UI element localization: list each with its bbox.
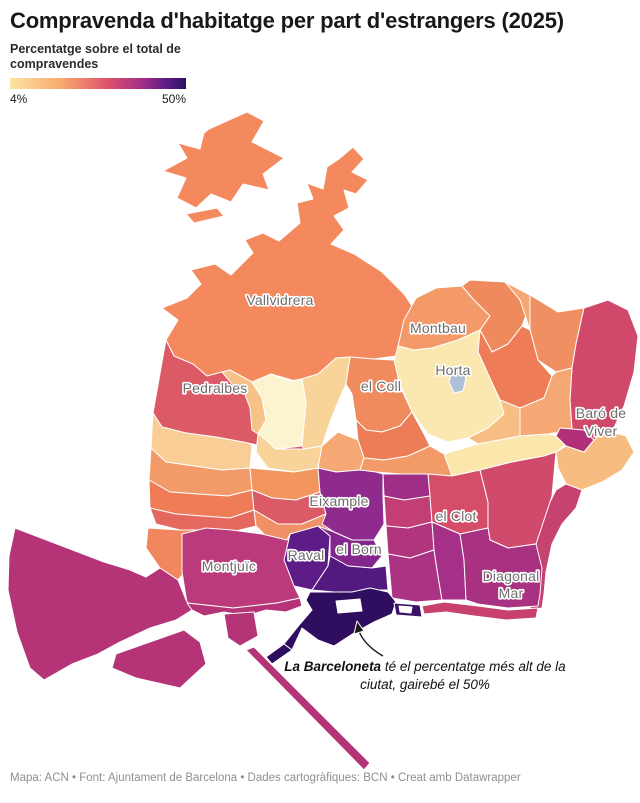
map-label-montbau: Montbau: [410, 320, 466, 336]
annotation-rest: té el percentatge més alt de la: [381, 659, 566, 674]
region-port-moll[interactable]: [223, 611, 259, 647]
map-label-mar: Mar: [499, 585, 524, 601]
attribution-footer: Mapa: ACN • Font: Ajuntament de Barcelon…: [10, 772, 521, 784]
region-port-olimpic-basin: [398, 605, 413, 614]
labels-layer: Vallvidrera Montbau Horta el Coll Pedralbes B…: [181, 290, 628, 602]
region-collserola-illot[interactable]: [185, 207, 225, 224]
legend-ticks: 4% 50%: [10, 92, 186, 106]
region-breakwater[interactable]: [245, 646, 371, 771]
annotation-line2: ciutat, gairebé el 50%: [360, 676, 490, 692]
region-baro-de-viver[interactable]: [555, 427, 595, 453]
map-label-diagonal: Diagonal: [483, 568, 540, 584]
region-sarria[interactable]: [251, 373, 307, 450]
annotation-bold: La Barceloneta: [284, 659, 382, 674]
region-la-verneda[interactable]: [479, 451, 557, 549]
region-coastal-strip[interactable]: [421, 601, 539, 621]
region-marina-basin: [335, 598, 363, 614]
region-peach-guinardo[interactable]: [467, 399, 521, 445]
region-diagonal-mar[interactable]: [459, 527, 543, 609]
region-zona-franca[interactable]: [7, 527, 193, 681]
region-eixample[interactable]: [317, 467, 385, 541]
region-fort-pienc[interactable]: [383, 495, 433, 529]
map-label-montju-c: Montjuïc: [202, 558, 257, 574]
region-zf-moll[interactable]: [111, 629, 207, 689]
region-barceloneta[interactable]: [283, 587, 397, 651]
legend-label: Percentatge sobre el total de compravend…: [10, 42, 181, 71]
region-putxet[interactable]: [301, 356, 351, 450]
annotation-arrow: [353, 620, 384, 657]
legend-gradient-bar: [10, 78, 186, 89]
map-label-raval: Raval: [288, 547, 325, 563]
page-title: Compravenda d'habitatge per part d'estra…: [10, 8, 564, 33]
region-collserola-nord[interactable]: [162, 111, 285, 209]
map-label-el-clot: el Clot: [435, 508, 476, 524]
region-gotic[interactable]: [311, 555, 389, 593]
barceloneta-annotation: La Barceloneta té el percentatge més alt…: [240, 658, 610, 694]
map-label-vallvidrera: Vallvidrera: [246, 292, 313, 308]
map-label-el-born: el Born: [336, 541, 382, 557]
region-horta-water: [448, 368, 467, 394]
map-label-viver: Viver: [585, 423, 618, 439]
region-port-strip[interactable]: [186, 597, 303, 617]
map-label-eixample: Eixample: [309, 493, 368, 509]
region-barceloneta-spit[interactable]: [265, 643, 293, 665]
region-el-born[interactable]: [317, 525, 383, 569]
legend-max-label: 50%: [161, 92, 186, 106]
region-gracia-sud[interactable]: [359, 445, 453, 477]
map-label-bar-de: Baró de: [576, 405, 626, 421]
region-sagrada-familia[interactable]: [382, 473, 431, 501]
color-legend: Percentatge sobre el total de compravend…: [10, 42, 210, 106]
regions-layer: [7, 111, 639, 771]
map-label-el-coll: el Coll: [361, 378, 401, 394]
region-poblenou-a[interactable]: [387, 549, 443, 603]
legend-min-label: 4%: [10, 92, 28, 106]
map-label-pedralbes: Pedralbes: [183, 380, 248, 396]
region-bon-pastor[interactable]: [555, 431, 635, 491]
map-label-horta: Horta: [435, 362, 470, 378]
region-vallvidrera[interactable]: [161, 146, 432, 383]
